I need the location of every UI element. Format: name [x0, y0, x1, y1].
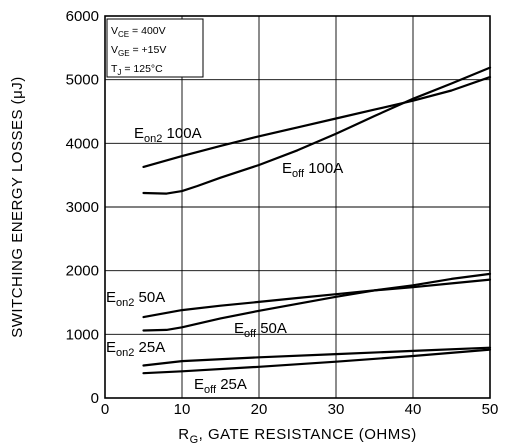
x-tick-label: 50 [482, 401, 499, 418]
y-tick-label: 4000 [66, 135, 99, 152]
x-tick-label: 20 [251, 401, 268, 418]
y-tick-label: 3000 [66, 199, 99, 216]
series-line [142, 348, 492, 375]
y-axis-title: SWITCHING ENERGY LOSSES (μJ) [9, 76, 26, 338]
y-tick-label: 1000 [66, 326, 99, 343]
series-labels: Eon2 100A Eoff 100A Eon2 50A Eoff 50A Eon2 2… [106, 125, 343, 396]
series-label: Eoff 25A [194, 376, 247, 396]
grid [105, 16, 490, 398]
series-line [142, 76, 492, 168]
conditions-text: VCE = 400V VGE = +15V TJ = 125°C [111, 25, 166, 77]
series-label: Eon2 25A [106, 339, 165, 359]
condition-line: VGE = +15V [111, 44, 166, 58]
series-label: Eoff 100A [282, 160, 343, 180]
y-tick-label: 2000 [66, 263, 99, 280]
series-line [142, 272, 492, 332]
tick-labels: 0 10 20 30 40 50 0 1000 2000 3000 4000 5000 6000 [66, 8, 499, 418]
x-tick-label: 30 [328, 401, 345, 418]
condition-line: TJ = 125°C [111, 63, 163, 77]
series-line [142, 66, 492, 195]
conditions-box-border [106, 18, 204, 78]
x-tick-label: 40 [405, 401, 422, 418]
y-tick-label: 0 [91, 390, 99, 407]
x-tick-label: 0 [101, 401, 109, 418]
series-label: Eon2 50A [106, 289, 165, 309]
condition-line: VCE = 400V [111, 25, 166, 39]
y-tick-label: 6000 [66, 8, 99, 25]
conditions-box: VCE = 400V VGE = +15V TJ = 125°C [106, 18, 204, 78]
series-label: Eon2 100A [134, 125, 202, 145]
series-line [142, 346, 492, 367]
plot-frame [104, 15, 491, 399]
y-tick-label: 5000 [66, 72, 99, 89]
x-axis-title: RG, GATE RESISTANCE (OHMS) [178, 426, 417, 446]
series-label: Eoff 50A [234, 320, 287, 340]
curves [142, 66, 492, 375]
x-tick-label: 10 [174, 401, 191, 418]
series-line [142, 278, 492, 319]
